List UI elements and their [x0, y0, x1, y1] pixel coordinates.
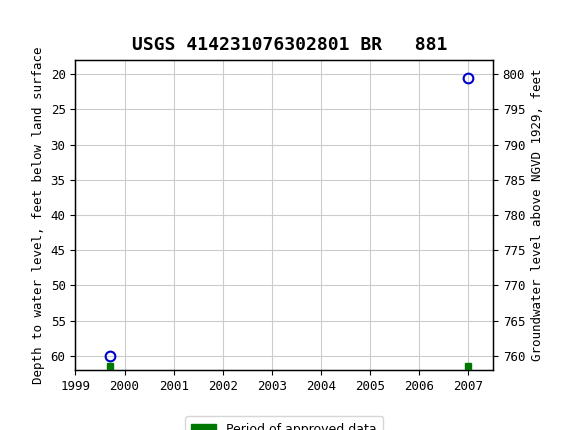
Text: USGS 414231076302801 BR   881: USGS 414231076302801 BR 881	[132, 36, 448, 54]
Text: ▒▒USGS: ▒▒USGS	[17, 7, 77, 27]
Y-axis label: Depth to water level, feet below land surface: Depth to water level, feet below land su…	[32, 46, 45, 384]
Y-axis label: Groundwater level above NGVD 1929, feet: Groundwater level above NGVD 1929, feet	[531, 69, 544, 361]
Legend: Period of approved data: Period of approved data	[185, 416, 383, 430]
